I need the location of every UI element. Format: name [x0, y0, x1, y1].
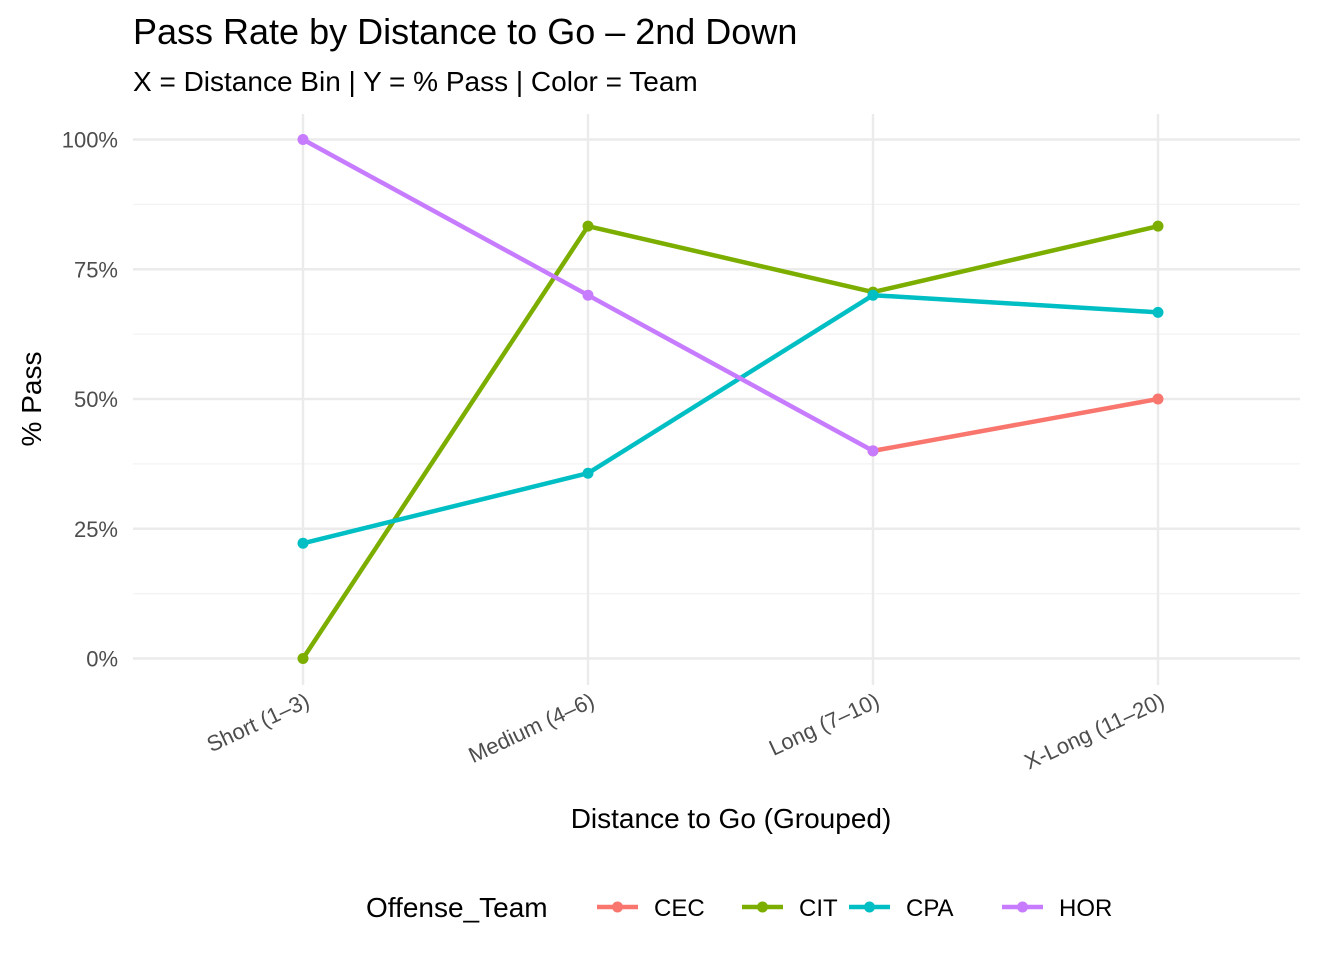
chart-title: Pass Rate by Distance to Go – 2nd Down [133, 11, 797, 52]
data-point-cpa [1152, 306, 1164, 318]
y-axis-title: % Pass [16, 352, 47, 447]
y-tick-label: 50% [74, 387, 118, 412]
data-point-hor [582, 289, 594, 301]
legend-label-cit: CIT [799, 895, 838, 922]
data-point-cpa [297, 537, 309, 549]
legend-key-point-cec [612, 901, 623, 913]
data-point-cec [1152, 393, 1164, 405]
legend-key-point-cpa [864, 901, 875, 913]
x-axis-title: Distance to Go (Grouped) [571, 803, 892, 834]
series-line-cit [301, 223, 1159, 660]
data-point-hor [867, 445, 879, 457]
legend-key-point-hor [1017, 901, 1028, 913]
data-point-hor [297, 134, 309, 145]
y-tick-label: 100% [62, 128, 118, 153]
x-tick-label: Medium (4–6) [465, 688, 599, 768]
data-point-cit [1152, 220, 1164, 232]
chart-subtitle: X = Distance Bin | Y = % Pass | Color = … [133, 66, 698, 97]
y-tick-label: 75% [74, 257, 118, 282]
x-tick-label: X-Long (11–20) [1020, 688, 1168, 775]
legend-title: Offense_Team [366, 892, 548, 923]
data-point-cpa [867, 289, 879, 301]
series-lines [297, 134, 1164, 664]
y-tick-label: 0% [86, 647, 118, 672]
legend-label-cpa: CPA [906, 895, 954, 922]
data-point-cpa [582, 467, 594, 479]
grid [133, 114, 1300, 685]
legend-key-point-cit [757, 901, 768, 913]
y-tick-label: 25% [74, 517, 118, 542]
legend-label-cec: CEC [654, 895, 705, 922]
data-point-cit [582, 220, 594, 232]
y-axis-ticks: 0% 25% 50% 75% 100% [62, 128, 118, 672]
data-point-cit [297, 653, 309, 664]
series-line-cec [872, 396, 1159, 454]
x-axis-ticks: Short (1–3) Medium (4–6) Long (7–10) X-Long… [203, 688, 1168, 775]
legend: Offense_Team CEC CIT CPA HOR [366, 892, 1112, 923]
legend-label-hor: HOR [1059, 895, 1112, 922]
x-tick-label: Short (1–3) [203, 688, 313, 757]
x-tick-label: Long (7–10) [765, 688, 883, 761]
series-line-cpa [302, 292, 1159, 546]
